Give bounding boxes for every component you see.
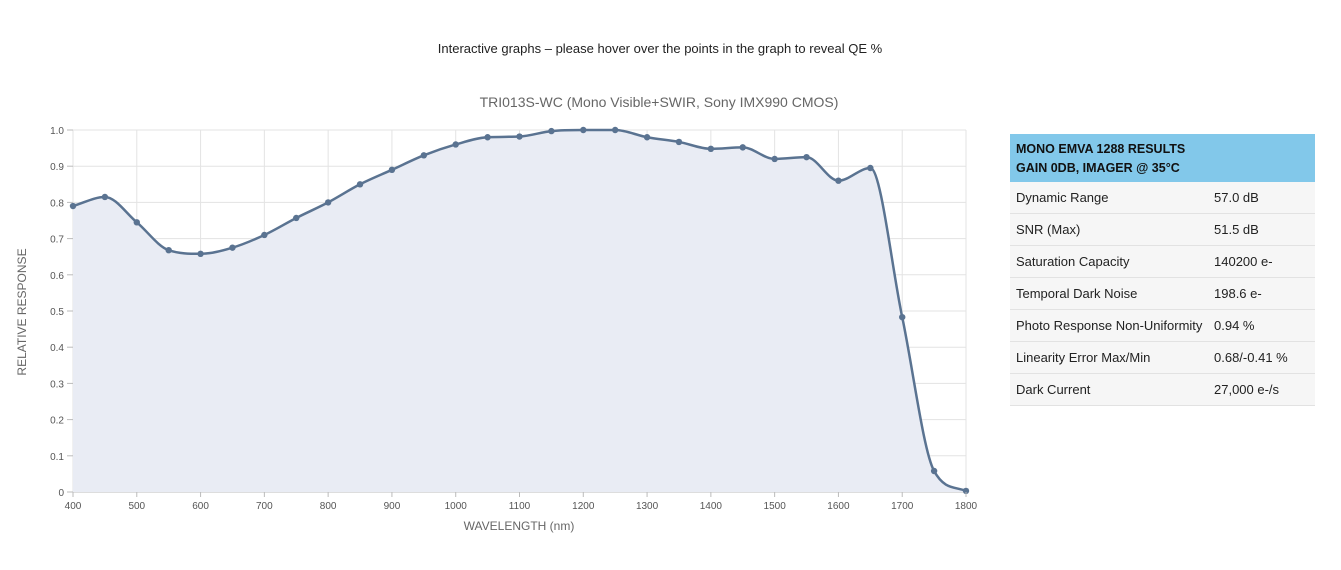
row-value: 140200 e- bbox=[1214, 254, 1273, 269]
data-point[interactable] bbox=[101, 193, 109, 201]
row-value: 198.6 e- bbox=[1214, 286, 1262, 301]
results-row: Photo Response Non-Uniformity 0.94 % bbox=[1010, 310, 1315, 342]
row-value: 0.94 % bbox=[1214, 318, 1255, 333]
series-points bbox=[69, 126, 970, 495]
chart-title: TRI013S-WC (Mono Visible+SWIR, Sony IMX9… bbox=[480, 94, 839, 110]
x-tick-label: 1500 bbox=[764, 501, 787, 512]
y-tick-label: 0.5 bbox=[50, 307, 64, 318]
x-tick-label: 500 bbox=[128, 501, 145, 512]
data-point[interactable] bbox=[548, 127, 555, 135]
y-tick-label: 0.1 bbox=[50, 452, 64, 463]
data-point[interactable] bbox=[324, 199, 332, 206]
x-axis-ticks: 400 500 600 700 800 900 1000 1100 1200 1300 1400 15… bbox=[65, 492, 978, 512]
intro-text: Interactive graphs – please hover over t… bbox=[437, 41, 883, 56]
data-point[interactable] bbox=[452, 141, 459, 148]
data-point[interactable] bbox=[516, 133, 523, 140]
y-tick-label: 0.7 bbox=[50, 235, 64, 246]
y-tick-label: 0.2 bbox=[50, 416, 64, 427]
results-row: Dark Current 27,000 e-/s bbox=[1010, 374, 1315, 406]
data-point[interactable] bbox=[229, 244, 236, 251]
data-point[interactable] bbox=[899, 313, 906, 321]
row-label: SNR (Max) bbox=[1016, 222, 1081, 237]
x-tick-label: 700 bbox=[256, 501, 273, 512]
x-axis-title: WAVELENGTH (nm) bbox=[464, 519, 575, 533]
data-point[interactable] bbox=[803, 153, 810, 161]
row-label: Temporal Dark Noise bbox=[1016, 286, 1138, 301]
data-point[interactable] bbox=[962, 487, 970, 495]
data-point[interactable] bbox=[388, 166, 396, 174]
row-label: Dynamic Range bbox=[1016, 190, 1109, 205]
data-point[interactable] bbox=[707, 145, 715, 153]
x-tick-label: 600 bbox=[192, 501, 209, 512]
x-tick-label: 400 bbox=[65, 501, 82, 512]
data-point[interactable] bbox=[611, 126, 619, 134]
data-point[interactable] bbox=[133, 219, 140, 226]
x-tick-label: 1200 bbox=[572, 501, 595, 512]
x-tick-label: 1700 bbox=[891, 501, 914, 512]
y-tick-label: 0.8 bbox=[50, 198, 64, 209]
results-title-line1: MONO EMVA 1288 RESULTS bbox=[1016, 142, 1186, 156]
results-row: Linearity Error Max/Min 0.68/-0.41 % bbox=[1010, 342, 1315, 374]
data-point[interactable] bbox=[293, 214, 300, 222]
data-point[interactable] bbox=[643, 134, 651, 141]
y-axis-title: RELATIVE RESPONSE bbox=[15, 248, 29, 375]
results-header: MONO EMVA 1288 RESULTS GAIN 0DB, IMAGER … bbox=[1010, 134, 1315, 182]
data-point[interactable] bbox=[739, 144, 746, 151]
y-axis-ticks: 0 0.1 0.2 0.3 0.4 0.5 0.6 0.7 0.8 0.9 1.0 bbox=[50, 126, 73, 499]
row-label: Linearity Error Max/Min bbox=[1016, 350, 1151, 365]
row-label: Dark Current bbox=[1016, 382, 1091, 397]
y-tick-label: 0.3 bbox=[50, 379, 64, 390]
x-tick-label: 1000 bbox=[445, 501, 468, 512]
y-tick-label: 0 bbox=[58, 488, 64, 499]
data-point[interactable] bbox=[867, 164, 874, 172]
y-tick-label: 0.4 bbox=[50, 343, 64, 354]
data-point[interactable] bbox=[930, 467, 938, 475]
row-value: 0.68/-0.41 % bbox=[1214, 350, 1288, 365]
x-tick-label: 1600 bbox=[827, 501, 850, 512]
data-point[interactable] bbox=[484, 134, 491, 141]
y-tick-label: 0.6 bbox=[50, 271, 64, 282]
results-title-line2: GAIN 0DB, IMAGER @ 35°C bbox=[1016, 161, 1180, 175]
row-value: 51.5 dB bbox=[1214, 222, 1259, 237]
data-point[interactable] bbox=[197, 250, 204, 258]
results-row: Temporal Dark Noise 198.6 e- bbox=[1010, 278, 1315, 310]
x-tick-label: 900 bbox=[384, 501, 401, 512]
data-point[interactable] bbox=[356, 181, 364, 188]
x-tick-label: 1800 bbox=[955, 501, 978, 512]
data-point[interactable] bbox=[580, 126, 587, 134]
data-point[interactable] bbox=[675, 138, 683, 146]
y-tick-label: 0.9 bbox=[50, 162, 64, 173]
row-label: Photo Response Non-Uniformity bbox=[1016, 318, 1203, 333]
results-row: SNR (Max) 51.5 dB bbox=[1010, 214, 1315, 246]
data-point[interactable] bbox=[69, 202, 77, 210]
data-point[interactable] bbox=[261, 231, 268, 239]
row-label: Saturation Capacity bbox=[1016, 254, 1130, 269]
row-value: 27,000 e-/s bbox=[1214, 382, 1280, 397]
series-area bbox=[73, 130, 966, 492]
x-tick-label: 1100 bbox=[509, 501, 531, 512]
data-point[interactable] bbox=[835, 177, 842, 184]
data-point[interactable] bbox=[420, 152, 428, 159]
x-tick-label: 1300 bbox=[636, 501, 659, 512]
x-tick-label: 800 bbox=[320, 501, 337, 512]
results-row: Saturation Capacity 140200 e- bbox=[1010, 246, 1315, 278]
results-row: Dynamic Range 57.0 dB bbox=[1010, 182, 1315, 214]
row-value: 57.0 dB bbox=[1214, 190, 1259, 205]
x-tick-label: 1400 bbox=[700, 501, 723, 512]
qe-chart: TRI013S-WC (Mono Visible+SWIR, Sony IMX9… bbox=[15, 94, 978, 533]
data-point[interactable] bbox=[165, 246, 172, 254]
emva-results-table: MONO EMVA 1288 RESULTS GAIN 0DB, IMAGER … bbox=[1010, 134, 1315, 406]
y-tick-label: 1.0 bbox=[50, 126, 64, 137]
data-point[interactable] bbox=[771, 155, 778, 163]
